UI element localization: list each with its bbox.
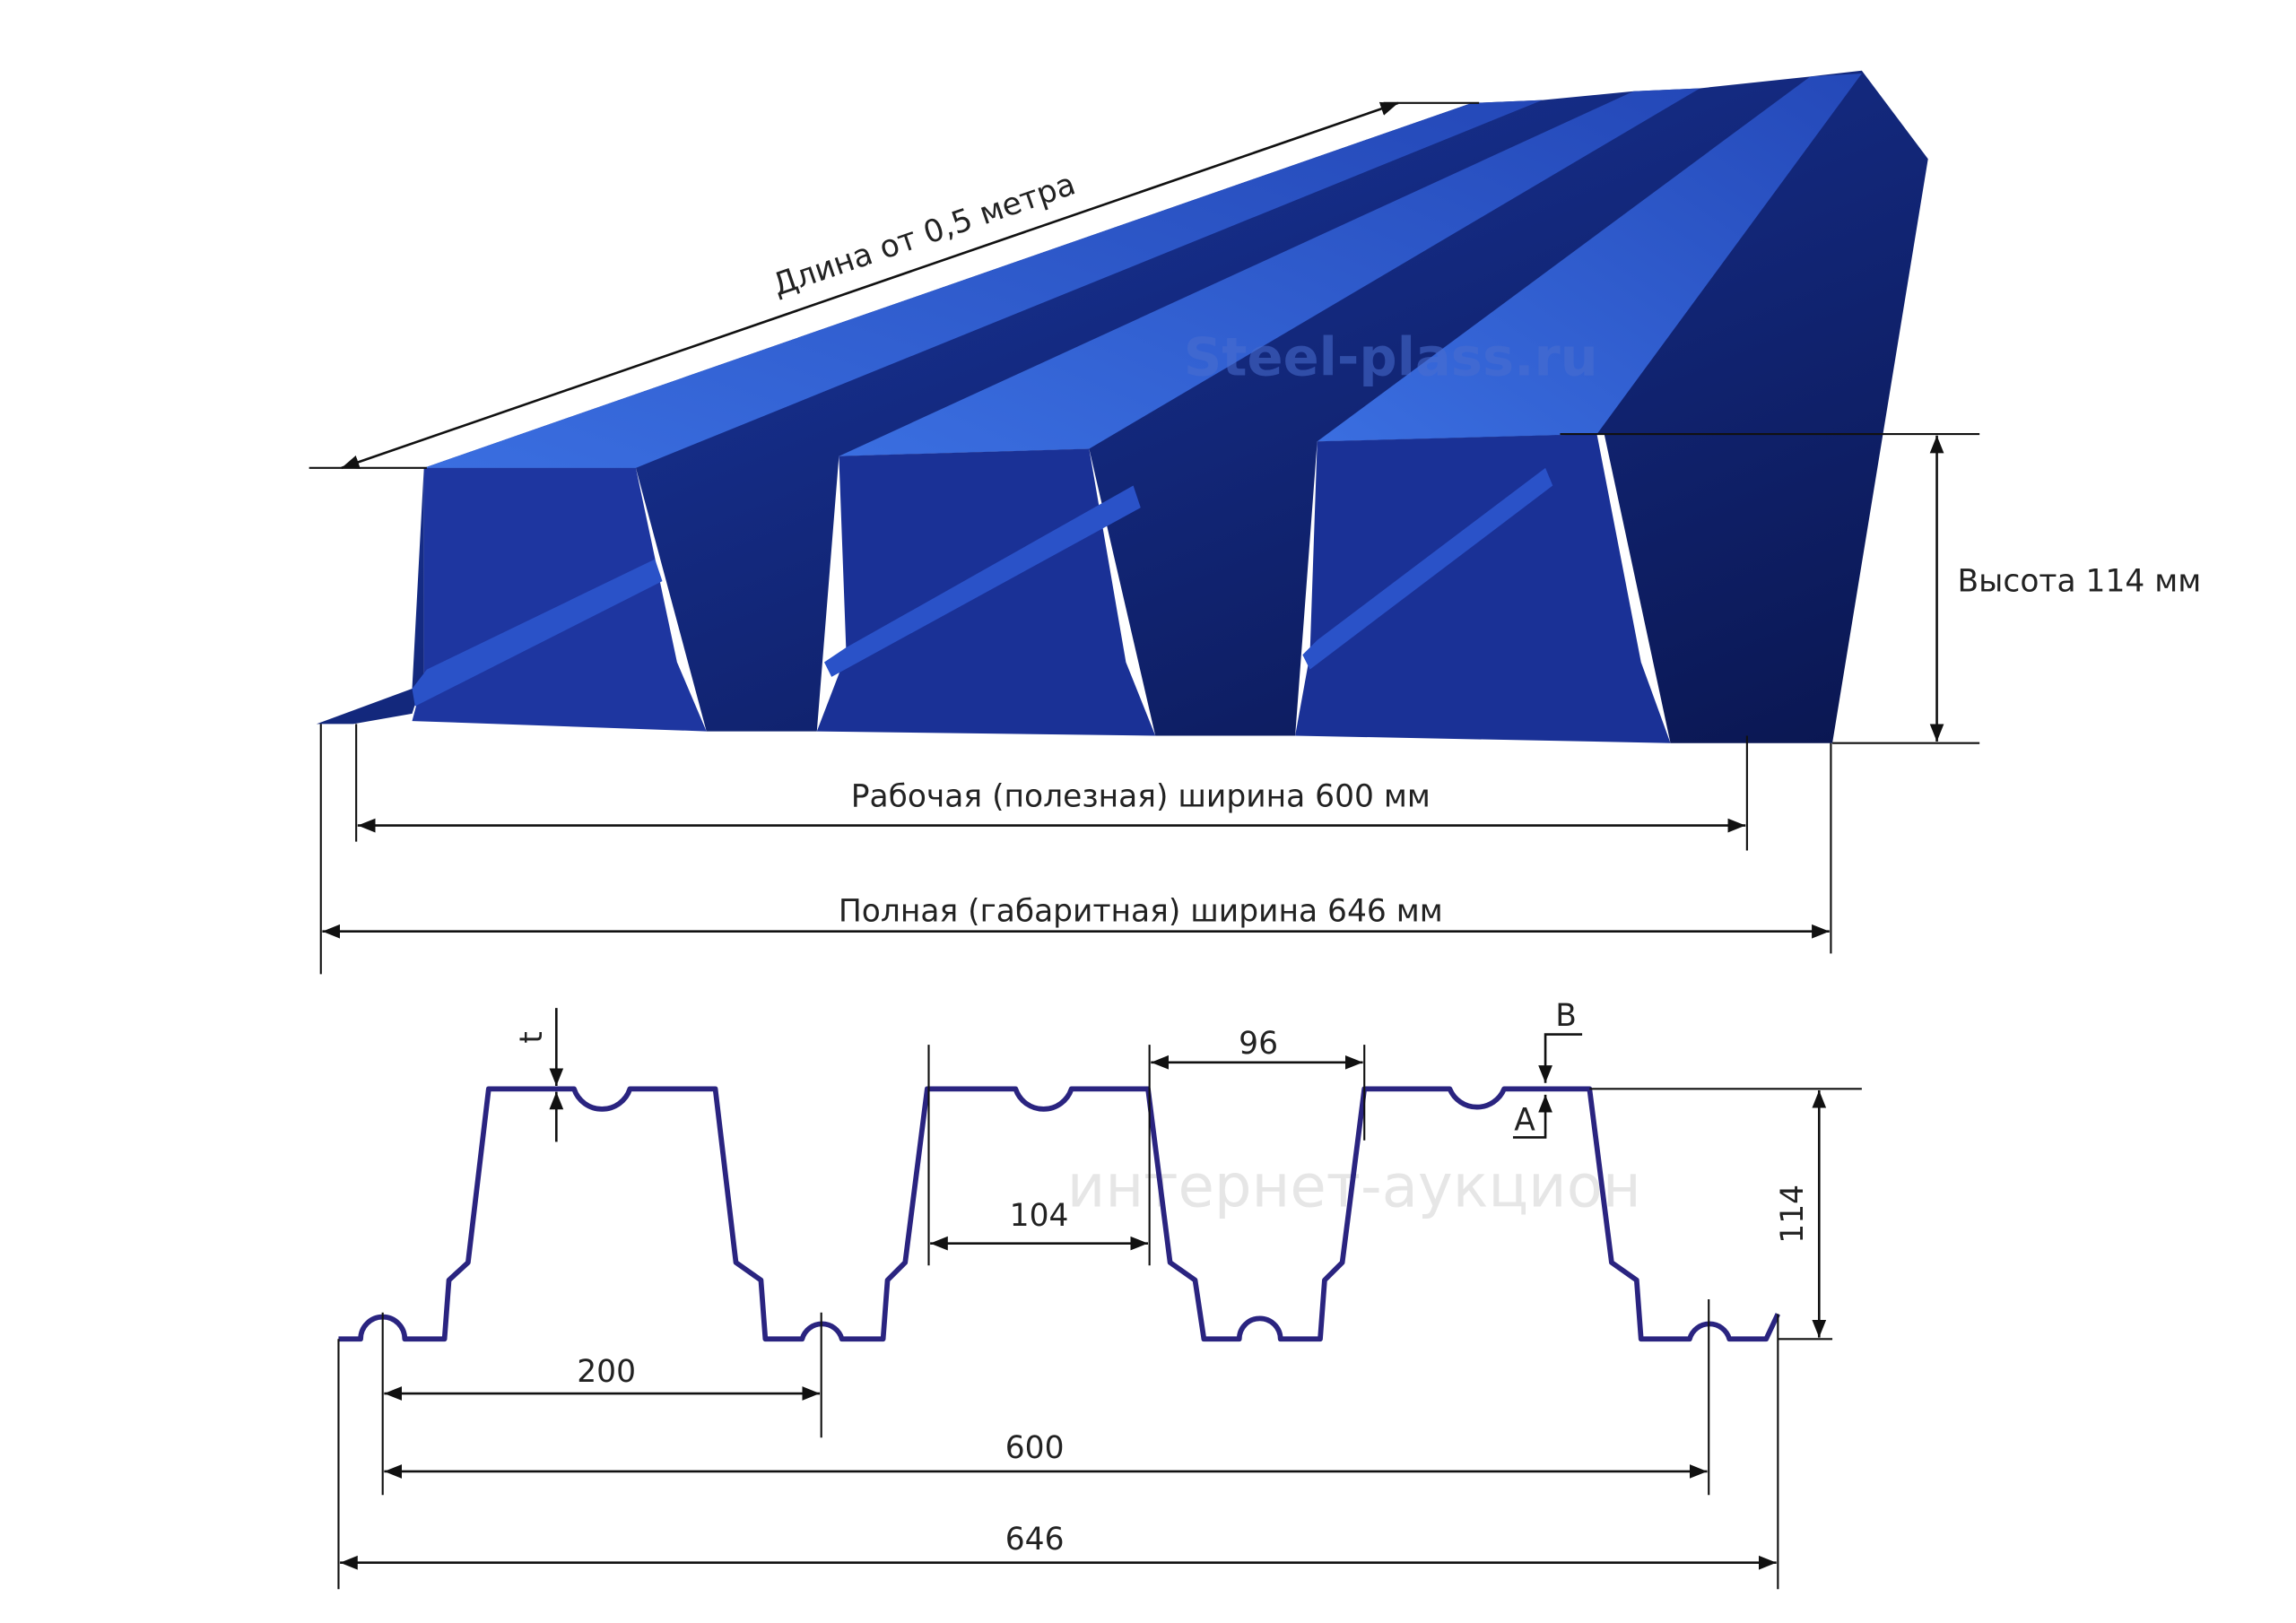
height-label: 114 (1775, 1185, 1811, 1244)
working-width-label: Рабочая (полезная) ширина 600 мм (851, 778, 1431, 814)
watermark: Steel-plass.ru (1184, 325, 1598, 387)
top-flange-label: 96 (1239, 1026, 1278, 1062)
rib-top (1317, 74, 1862, 442)
sheet-3d: Steel-plass.ru (316, 70, 1928, 743)
point-b-arrow (1538, 1033, 1583, 1083)
valley-floor (823, 485, 1141, 677)
pitch-label: 200 (577, 1354, 636, 1390)
working-width-label: 600 (1005, 1430, 1065, 1466)
point-a-label: A (1514, 1102, 1535, 1138)
height-label: Высота 114 мм (1958, 564, 2202, 600)
thickness-label: t (514, 1031, 550, 1044)
section-extension-lines (337, 1045, 1862, 1590)
full-width-label: 646 (1005, 1522, 1065, 1558)
point-b-label: B (1555, 998, 1577, 1034)
full-width-label: Полная (габаритная) ширина 646 мм (839, 893, 1443, 929)
valley-floor (412, 559, 663, 707)
profile-section (338, 1086, 1780, 1342)
point-a-arrow (1512, 1094, 1552, 1139)
valley-floor (1302, 467, 1553, 670)
bottom-gap-label: 104 (1010, 1198, 1069, 1234)
rib-front (1295, 434, 1671, 743)
length-dimension (341, 101, 1399, 470)
